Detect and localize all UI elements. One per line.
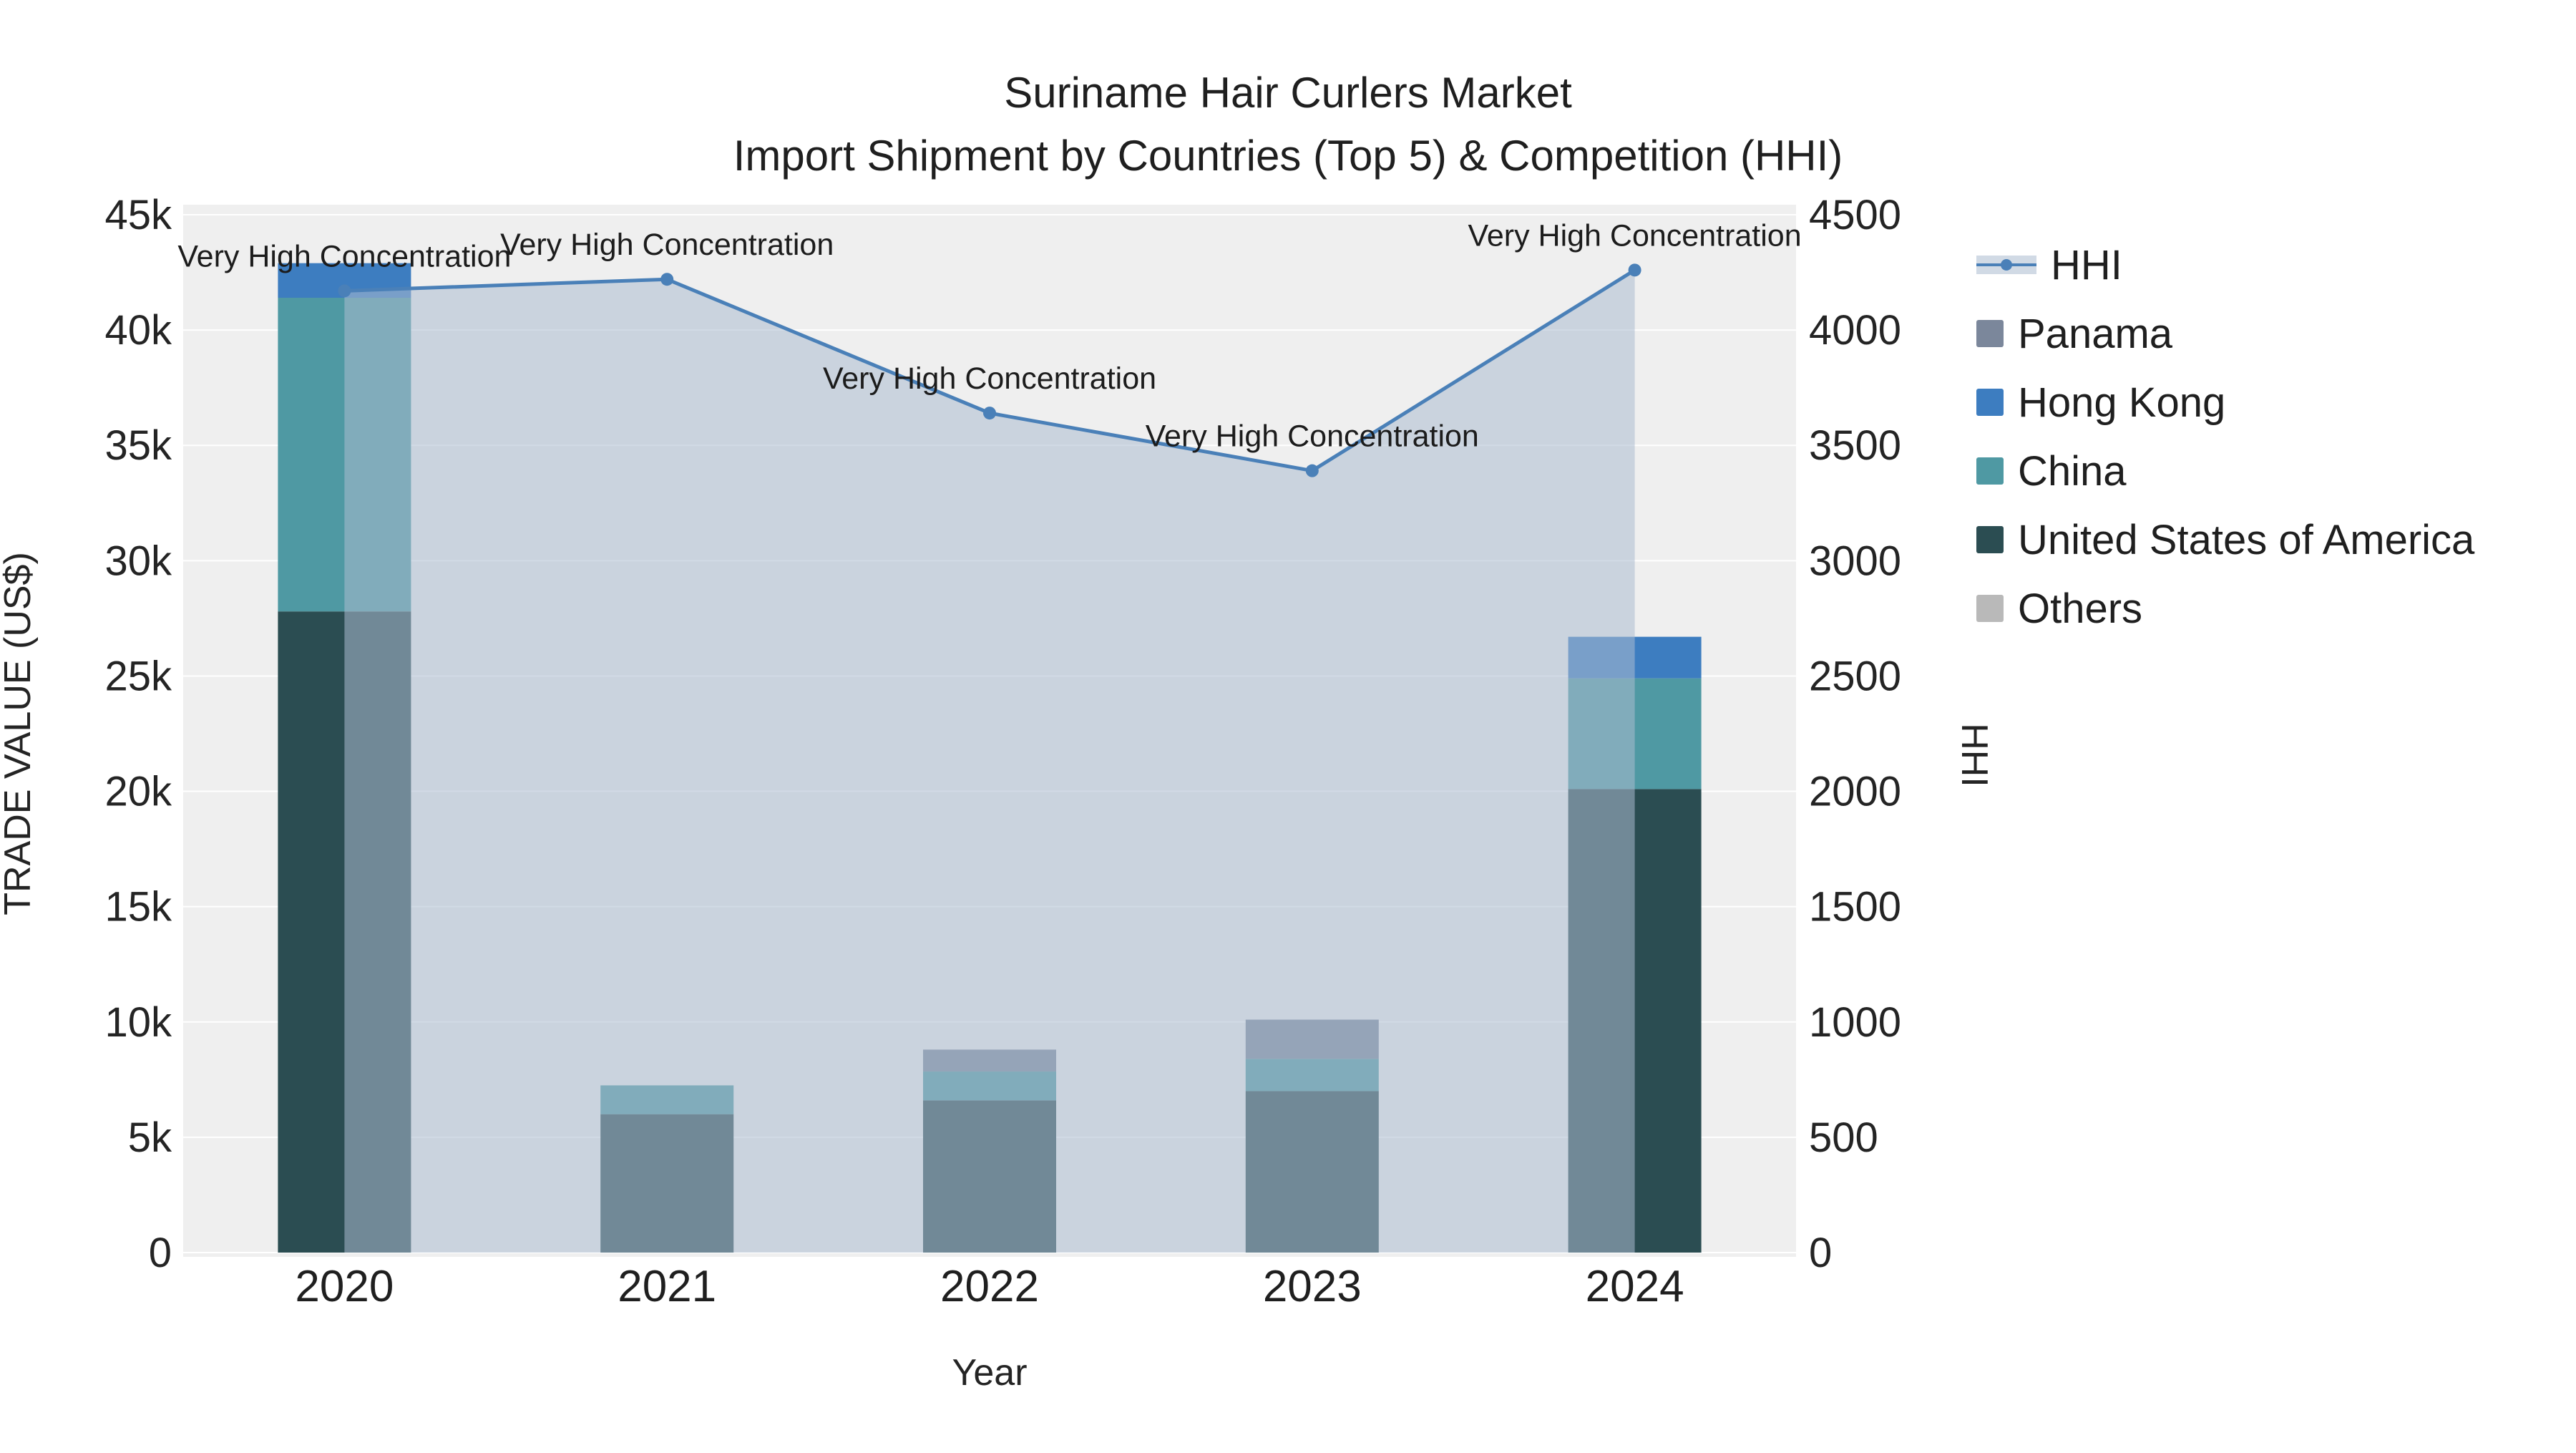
y-left-tick-label: 5k — [128, 1114, 172, 1161]
legend-label: Panama — [2018, 310, 2173, 357]
hhi-point-2021[interactable] — [660, 273, 674, 286]
y-right-tick-label: 4000 — [1809, 307, 1901, 354]
legend-item-united-states-of-america[interactable]: United States of America — [1976, 505, 2474, 574]
hhi-area — [344, 270, 1635, 1253]
y-axis-left-title: TRADE VALUE (US$) — [0, 552, 39, 915]
legend-item-panama[interactable]: Panama — [1976, 299, 2474, 368]
y-left-tick-label: 35k — [104, 422, 172, 469]
legend-label: Hong Kong — [2018, 379, 2226, 426]
y-right-tick-label: 4500 — [1809, 192, 1901, 238]
y-left-tick-label: 0 — [149, 1230, 172, 1276]
y-right-tick-label: 1000 — [1809, 999, 1901, 1046]
hhi-point-2023[interactable] — [1305, 464, 1319, 477]
legend-item-hhi[interactable]: HHI — [1976, 230, 2474, 299]
legend-label: United States of America — [2018, 516, 2475, 563]
y-axis-right-title: HHI — [1953, 723, 1995, 787]
legend-swatch-icon — [1976, 320, 2004, 347]
x-tick-label-2021: 2021 — [618, 1262, 716, 1311]
legend-line-swatch-icon — [1976, 256, 2036, 274]
x-tick-label-2020: 2020 — [295, 1262, 394, 1311]
legend: HHI Panama Hong Kong China United States of … — [1976, 230, 2474, 643]
hhi-point-2024[interactable] — [1628, 263, 1641, 277]
y-left-tick-label: 15k — [104, 884, 172, 930]
legend-swatch-icon — [1976, 457, 2004, 485]
legend-label: HHI — [2051, 241, 2122, 288]
legend-item-china[interactable]: China — [1976, 437, 2474, 505]
x-tick-label-2024: 2024 — [1586, 1262, 1684, 1311]
y-right-tick-label: 3000 — [1809, 538, 1901, 584]
legend-item-others[interactable]: Others — [1976, 574, 2474, 643]
legend-swatch-icon — [1976, 389, 2004, 416]
legend-swatch-icon — [1976, 526, 2004, 553]
y-right-tick-label: 2000 — [1809, 769, 1901, 815]
annotation-2020: Very High Concentration — [177, 239, 511, 273]
hhi-point-2022[interactable] — [983, 407, 996, 420]
hhi-point-2020[interactable] — [338, 284, 351, 298]
chart-title: Suriname Hair Curlers Market Import Ship… — [0, 62, 2576, 188]
y-left-tick-label: 20k — [104, 769, 172, 815]
x-tick-label-2023: 2023 — [1263, 1262, 1362, 1311]
y-left-tick-label: 25k — [104, 653, 172, 699]
y-right-tick-label: 0 — [1809, 1230, 1832, 1276]
chart-title-line2: Import Shipment by Countries (Top 5) & C… — [733, 132, 1843, 180]
annotation-2022: Very High Concentration — [823, 361, 1156, 396]
legend-label: China — [2018, 447, 2127, 495]
legend-item-hong-kong[interactable]: Hong Kong — [1976, 368, 2474, 437]
y-right-tick-label: 500 — [1809, 1114, 1878, 1161]
annotation-2023: Very High Concentration — [1146, 419, 1479, 454]
y-left-tick-label: 45k — [104, 192, 172, 238]
chart-title-line1: Suriname Hair Curlers Market — [1004, 69, 1572, 117]
y-right-tick-label: 3500 — [1809, 422, 1901, 469]
y-left-tick-label: 10k — [104, 999, 172, 1046]
x-tick-label-2022: 2022 — [940, 1262, 1039, 1311]
x-axis-title: Year — [952, 1352, 1027, 1394]
y-right-tick-label: 2500 — [1809, 653, 1901, 699]
legend-label: Others — [2018, 585, 2143, 632]
annotation-2024: Very High Concentration — [1468, 218, 1802, 253]
annotation-2021: Very High Concentration — [500, 228, 834, 262]
y-left-tick-label: 30k — [104, 538, 172, 584]
y-left-tick-label: 40k — [104, 307, 172, 354]
y-right-tick-label: 1500 — [1809, 884, 1901, 930]
legend-swatch-icon — [1976, 595, 2004, 622]
